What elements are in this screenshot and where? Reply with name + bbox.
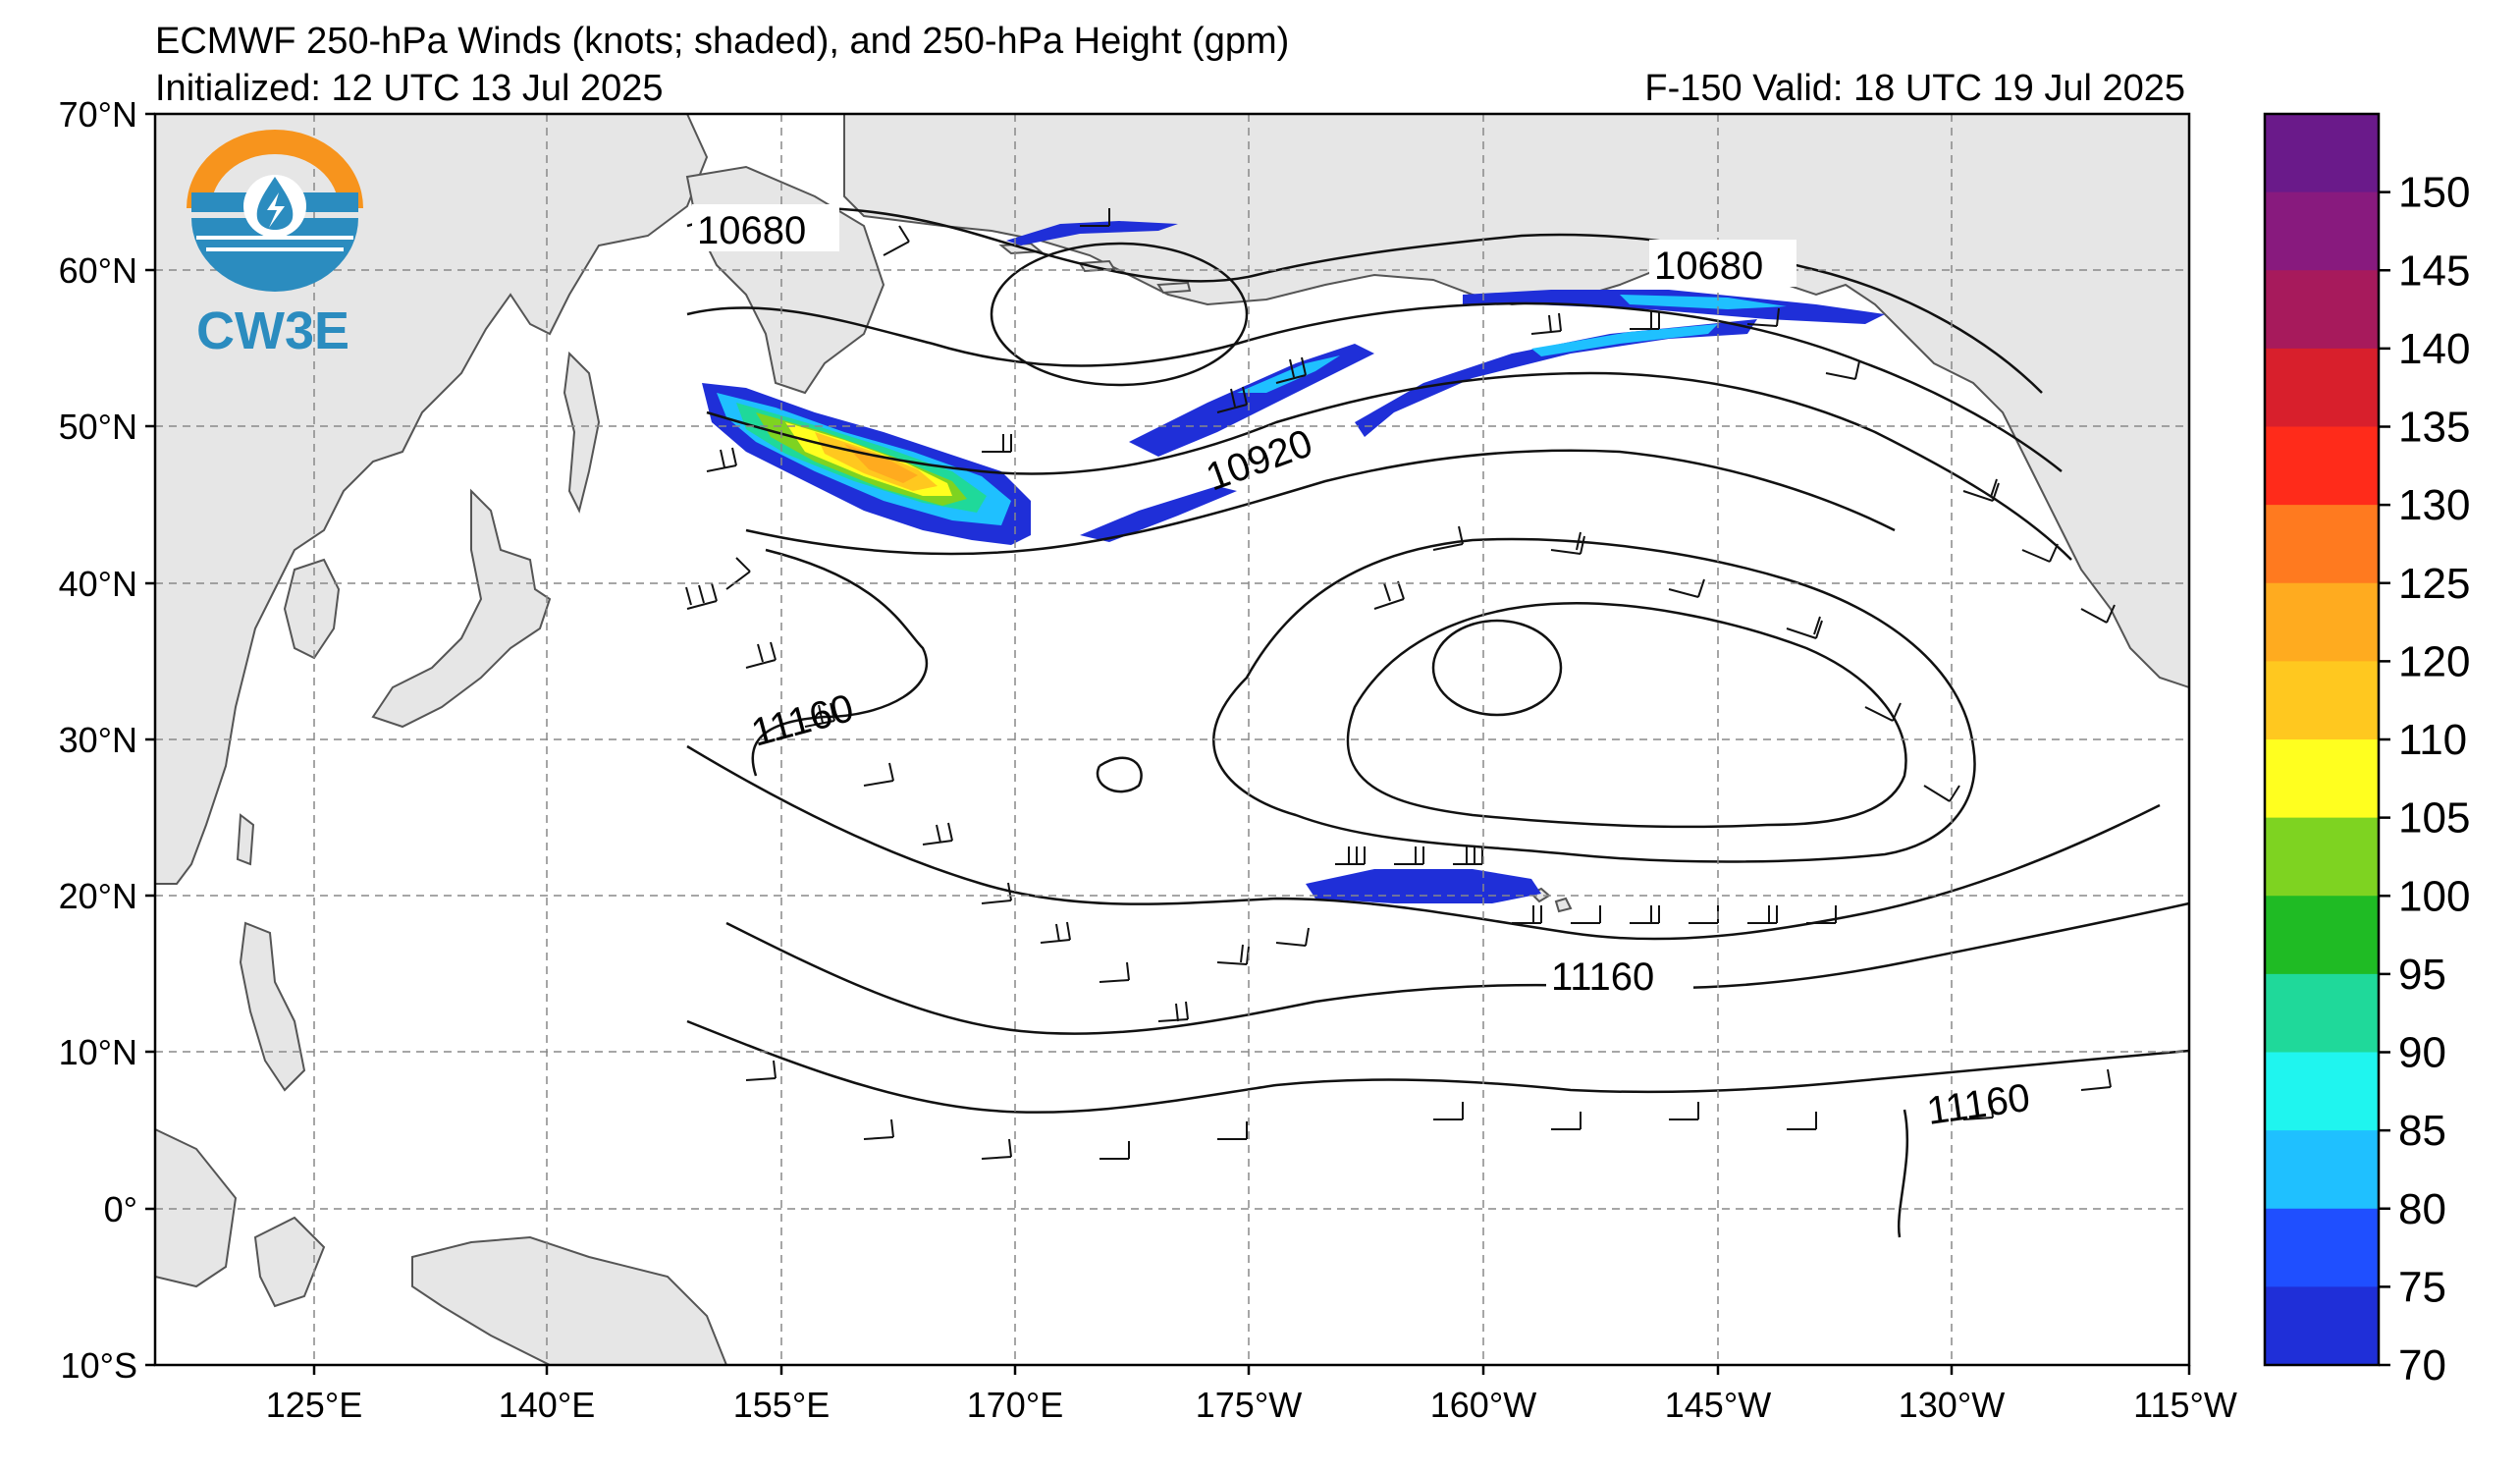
lon-label: 155°E [733,1385,830,1425]
colorbar-segment [2265,1130,2379,1210]
colorbar [2265,114,2379,1366]
colorbar-tick-label: 140 [2398,325,2470,373]
colorbar-segment [2265,114,2379,193]
colorbar-tick-label: 80 [2398,1185,2446,1233]
chart-title: ECMWF 250-hPa Winds (knots; shaded), and… [155,21,1290,62]
colorbar-tick-label: 145 [2398,246,2470,295]
lat-label: 10°N [59,1032,137,1072]
colorbar-tick-label: 110 [2398,716,2467,764]
map-area [155,114,2189,1365]
contour-label: 10680 [1654,245,1763,288]
colorbar-segment [2265,661,2379,740]
colorbar-tick-label: 90 [2398,1029,2446,1077]
lat-label: 10°S [61,1345,137,1386]
cw3e-logo: CW3E [187,130,363,360]
lat-label: 70°N [59,94,137,135]
logo-text: CW3E [196,301,349,360]
gridlines [155,114,2189,1365]
land-indonesia [155,1127,326,1308]
lon-label: 160°W [1430,1385,1536,1425]
colorbar-tick-label: 150 [2398,169,2470,217]
colorbar-segment [2265,817,2379,897]
lon-label: 170°E [967,1385,1063,1425]
contour-label: 10680 [697,209,806,252]
colorbar-ticks: 150 145 140 135 130 125 120 110 105 100 95 90 85 80 75… [2379,169,2470,1390]
colorbar-segment [2265,505,2379,584]
colorbar-segment [2265,426,2379,506]
lon-label: 115°W [2133,1385,2237,1425]
colorbar-segment [2265,348,2379,427]
colorbar-segment [2265,739,2379,819]
lon-label: 145°W [1665,1385,1771,1425]
axis-ticks [145,112,2191,1375]
colorbar-segment [2265,1208,2379,1287]
contour-label: 11160 [1551,955,1654,999]
lat-label: 50°N [59,407,137,447]
colorbar-segment [2265,582,2379,662]
land-korea [283,558,341,660]
lat-label: 30°N [59,720,137,760]
colorbar-tick-label: 120 [2398,637,2470,685]
land-asia [155,114,709,885]
valid-time: F-150 Valid: 18 UTC 19 Jul 2025 [1644,68,2185,109]
land-taiwan [236,813,255,866]
lon-label: 130°W [1899,1385,2005,1425]
colorbar-segment [2265,270,2379,350]
lat-label: 60°N [59,250,137,291]
land-japan [371,488,552,729]
land-sakhalin [563,351,601,514]
lon-label: 125°E [266,1385,362,1425]
lon-label: 140°E [499,1385,595,1425]
colorbar-tick-label: 100 [2398,872,2470,920]
lat-label: 40°N [59,564,137,604]
colorbar-tick-label: 105 [2398,794,2470,843]
colorbar-tick-label: 95 [2398,951,2446,999]
land-philippines [239,921,306,1092]
colorbar-tick-label: 85 [2398,1107,2446,1155]
colorbar-segment [2265,973,2379,1053]
initialized-time: Initialized: 12 UTC 13 Jul 2025 [155,68,664,109]
colorbar-tick-label: 70 [2398,1341,2446,1390]
lat-label: 0° [104,1189,137,1229]
colorbar-segment [2265,896,2379,975]
lat-label: 20°N [59,876,137,916]
colorbar-segment [2265,1286,2379,1366]
lon-label: 175°W [1196,1385,1302,1425]
colorbar-tick-label: 135 [2398,404,2470,452]
colorbar-tick-label: 125 [2398,560,2470,608]
wind-barbs [685,208,2116,1160]
colorbar-segment [2265,1052,2379,1131]
colorbar-tick-label: 75 [2398,1263,2446,1311]
height-contours [686,206,2189,1238]
colorbar-segment [2265,191,2379,271]
colorbar-tick-label: 130 [2398,481,2470,529]
land-new-guinea [411,1235,728,1365]
